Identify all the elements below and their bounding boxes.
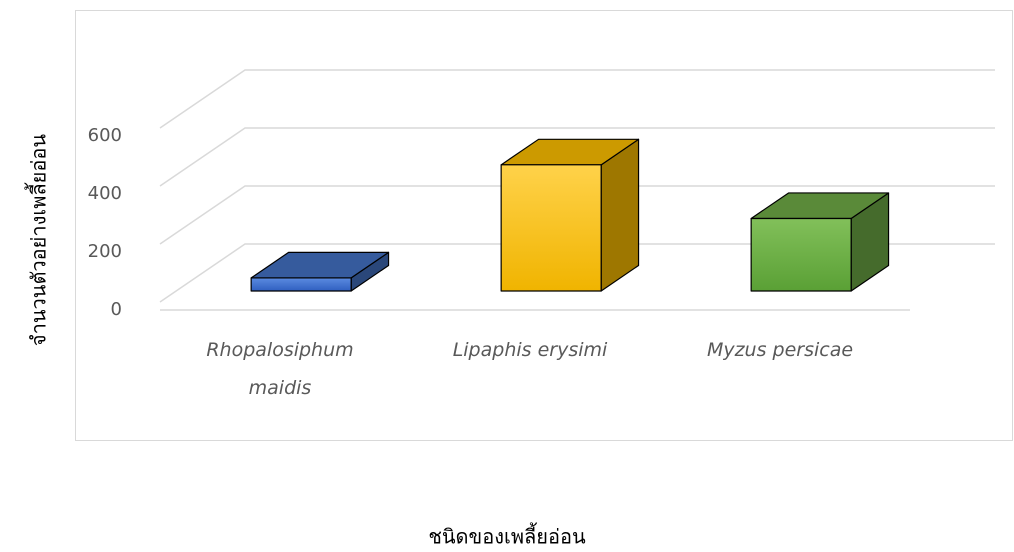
- y-axis-title: จำนวนตัวอย่างเพลี้ยอ่อน: [25, 134, 51, 346]
- bar: [250, 251, 390, 292]
- y-tick-label: 0: [111, 299, 122, 320]
- grid-line: [159, 185, 995, 245]
- grid-line: [159, 69, 995, 129]
- x-axis-title: ชนิดของเพลี้ยอ่อน: [428, 523, 586, 549]
- bar-front: [250, 277, 352, 292]
- bar: [500, 138, 640, 292]
- grid-line: [159, 127, 995, 187]
- bar-front: [500, 164, 602, 292]
- x-tick-label: Lipaphis erysimi: [452, 339, 608, 361]
- bar-front: [750, 217, 852, 292]
- x-tick-label: Myzus persicae: [706, 339, 854, 361]
- chart-frame: [75, 10, 1013, 441]
- y-tick-label: 600: [88, 125, 122, 146]
- x-tick-label: Rhopalosiphum maidis: [206, 339, 354, 399]
- y-tick-label: 200: [88, 241, 122, 262]
- bar-side: [600, 138, 640, 292]
- y-tick-label: 400: [88, 183, 122, 204]
- bar: [750, 192, 890, 292]
- grid-line: [159, 243, 995, 303]
